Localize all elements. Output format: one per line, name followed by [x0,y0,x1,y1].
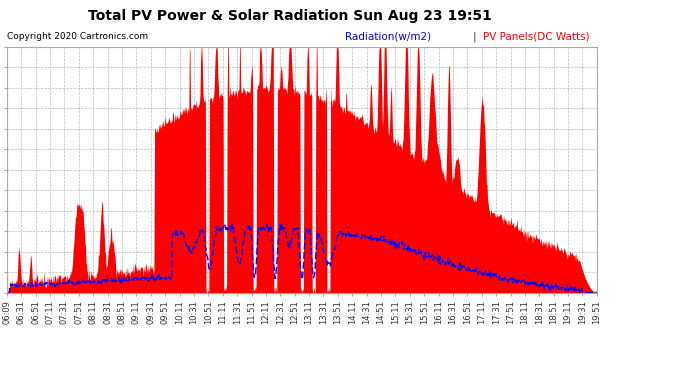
Text: Total PV Power & Solar Radiation Sun Aug 23 19:51: Total PV Power & Solar Radiation Sun Aug… [88,9,492,23]
Text: Radiation(w/m2): Radiation(w/m2) [345,32,431,42]
Text: Copyright 2020 Cartronics.com: Copyright 2020 Cartronics.com [7,32,148,41]
Text: PV Panels(DC Watts): PV Panels(DC Watts) [483,32,590,42]
Text: |: | [473,32,476,42]
